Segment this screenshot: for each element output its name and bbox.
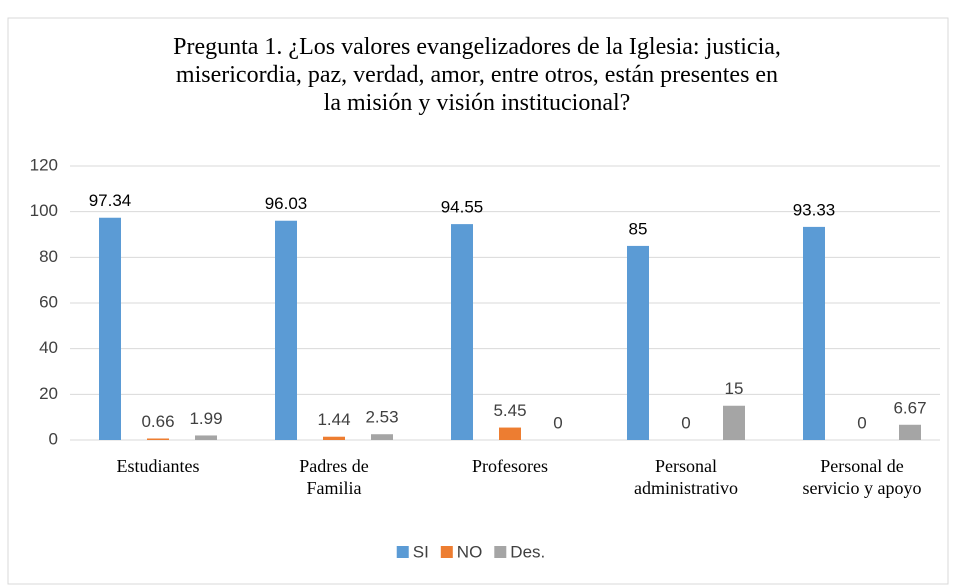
value-label: 2.53 <box>365 408 398 427</box>
value-label: 5.45 <box>493 401 526 420</box>
value-label: 1.44 <box>317 410 350 429</box>
x-tick-label: Padres de Familia <box>299 456 368 498</box>
legend-label: SI <box>413 542 429 561</box>
y-tick-label: 120 <box>30 155 58 174</box>
x-tick-label: Personal administrativo <box>634 456 738 498</box>
value-label: 0 <box>553 413 562 432</box>
legend-label: Des. <box>510 542 545 561</box>
bar <box>147 438 169 440</box>
bar <box>451 224 473 440</box>
bar <box>323 436 345 440</box>
y-tick-label: 60 <box>39 292 58 311</box>
y-tick-label: 40 <box>39 338 58 357</box>
bar <box>99 217 121 440</box>
value-label: 15 <box>725 379 744 398</box>
value-label: 94.55 <box>441 198 484 217</box>
y-tick-label: 100 <box>30 201 58 220</box>
bar <box>723 405 745 440</box>
value-label: 85 <box>629 219 648 238</box>
bar <box>627 245 649 440</box>
value-label: 1.99 <box>189 409 222 428</box>
x-tick-label: Personal de servicio y apoyo <box>803 456 922 498</box>
bar <box>499 427 521 440</box>
bar <box>195 435 217 440</box>
value-label: 0 <box>681 413 690 432</box>
legend-swatch <box>494 546 507 558</box>
chart-frame <box>7 17 949 585</box>
legend-label: NO <box>457 542 483 561</box>
value-label: 93.33 <box>793 200 836 219</box>
x-tick-label: Estudiantes <box>117 456 200 476</box>
value-label: 96.03 <box>265 194 308 213</box>
value-label: 97.34 <box>89 191 132 210</box>
value-label: 0.66 <box>141 412 174 431</box>
y-tick-label: 0 <box>49 429 58 448</box>
legend-swatch <box>396 546 409 558</box>
bar <box>899 424 921 440</box>
bar <box>371 434 393 440</box>
value-label: 0 <box>857 413 866 432</box>
bar <box>275 220 297 440</box>
bar <box>803 226 825 440</box>
y-tick-label: 20 <box>39 384 58 403</box>
x-tick-label: Profesores <box>472 456 548 476</box>
y-tick-label: 80 <box>39 247 58 266</box>
value-label: 6.67 <box>893 398 926 417</box>
chart-title: Pregunta 1. ¿Los valores evangelizadores… <box>173 34 781 116</box>
legend-swatch <box>440 546 453 558</box>
